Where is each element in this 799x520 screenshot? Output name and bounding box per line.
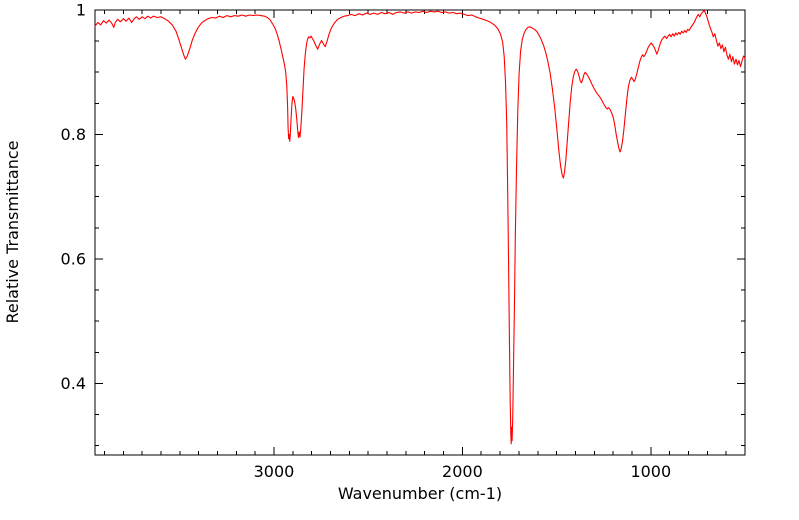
x-tick-label: 1000 [630, 462, 671, 481]
y-tick-label: 0.4 [61, 374, 86, 393]
x-tick-label: 3000 [254, 462, 295, 481]
y-tick-label: 0.8 [61, 125, 86, 144]
y-tick-label: 0.6 [61, 249, 86, 268]
y-axis-label: Relative Transmittance [3, 140, 22, 323]
plot-frame [94, 9, 746, 456]
spectrum-line [94, 10, 746, 445]
x-axis-label: Wavenumber (cm-1) [338, 484, 502, 503]
x-tick-label: 2000 [442, 462, 483, 481]
y-tick-label: 1 [76, 1, 86, 20]
